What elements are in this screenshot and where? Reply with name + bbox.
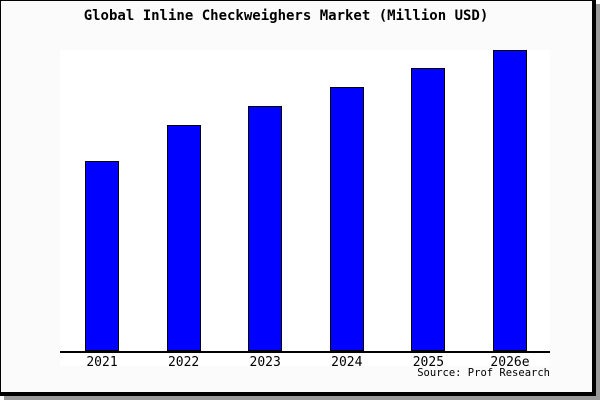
bar-2025 [411, 68, 446, 351]
bar-2021 [85, 161, 119, 351]
x-tick-label: 2021 [86, 355, 118, 370]
x-tick-label: 2023 [249, 355, 281, 370]
x-axis-labels: 2021 2022 2023 2024 2025 2026e [60, 355, 550, 371]
bars-container [60, 50, 550, 353]
x-tick-label: 2022 [167, 355, 200, 370]
bar-2024 [329, 87, 364, 351]
plot-area: 2021 2022 2023 2024 2025 2026e [60, 50, 550, 370]
x-tick-label: 2026e [490, 355, 530, 370]
x-tick-label: 2025 [412, 355, 445, 370]
source-note: Source: Prof Research [417, 367, 550, 379]
bar-2026e [493, 50, 527, 351]
chart-title: Global Inline Checkweighers Market (Mill… [83, 8, 489, 24]
bar-2022 [166, 125, 201, 351]
bar-2023 [248, 106, 283, 351]
x-tick-label: 2024 [331, 355, 363, 370]
